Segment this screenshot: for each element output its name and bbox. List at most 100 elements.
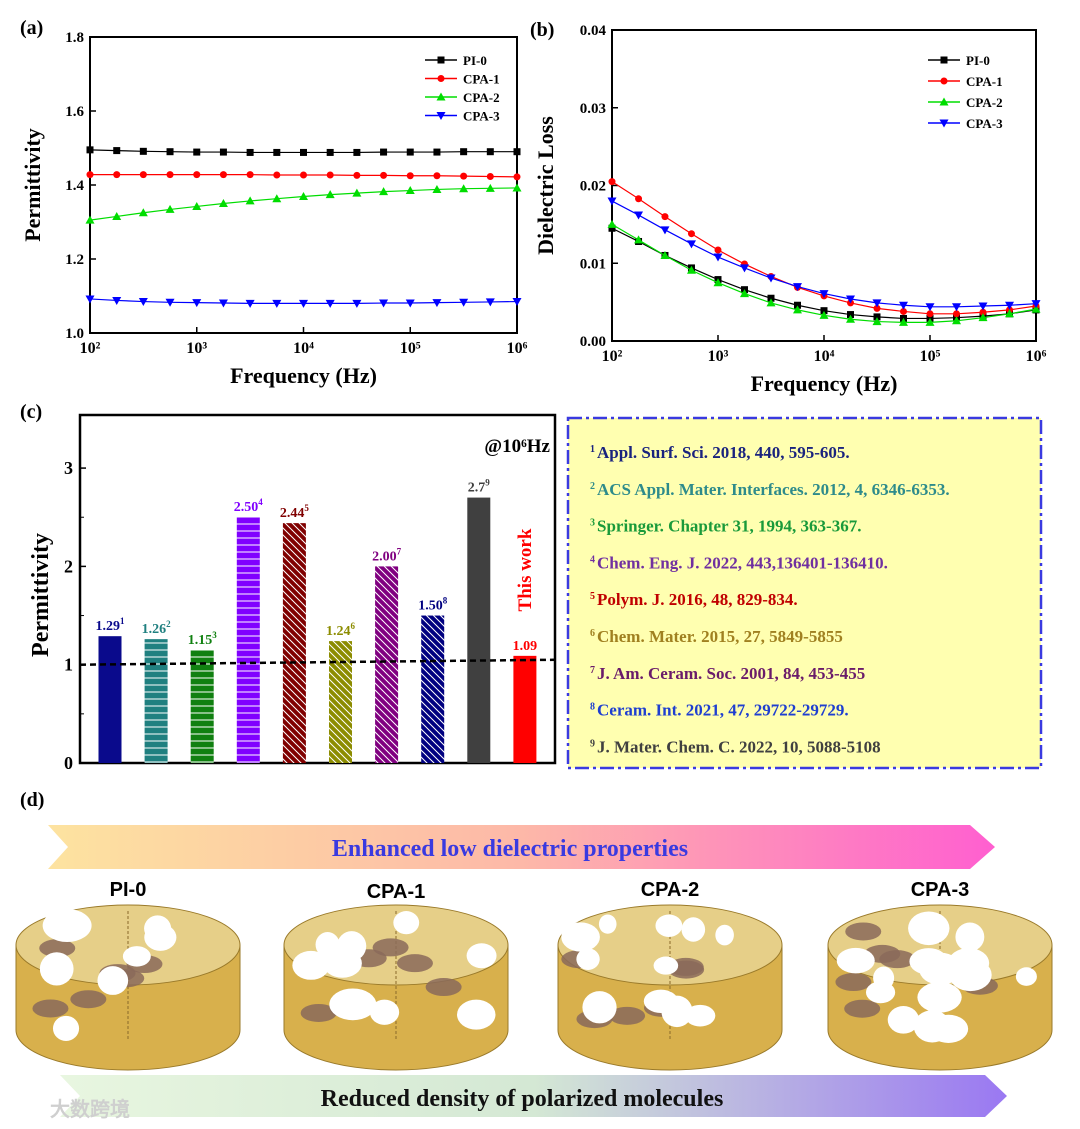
bar [467,497,491,763]
marker-triangle-down [766,274,776,283]
marker-triangle-up [512,183,522,192]
marker-square [608,224,616,232]
pore [955,922,985,952]
chart-c-permittivity-comparison: 0 1 2 3 Permittivity @10⁶Hz 1.291 1.262 1.153 2.5… [28,413,557,773]
marker-square [193,148,201,156]
marker-triangle-down [192,299,202,308]
marker-triangle-down [352,299,362,308]
marker-circle [380,171,388,179]
marker-square [486,148,494,156]
legend-item-cpa-3: CPA-3 [928,116,1003,131]
marker-triangle-up [766,298,776,307]
bar [513,655,537,763]
marker-triangle-down [713,253,723,262]
marker-square [847,311,855,319]
pore [369,999,400,1025]
reference-item: 3 Springer. Chapter 31, 1994, 363-367. [590,517,861,536]
y-tick-label: 0.00 [580,334,606,350]
pore [865,981,896,1004]
reference-item: 5 Polym. J. 2016, 48, 829-834. [590,590,798,609]
panel-label-c: (c) [20,401,42,423]
marker-triangle-down [245,299,255,308]
marker-circle [979,308,987,316]
reference-item: 8 Ceram. Int. 2021, 47, 29722-29729. [590,701,849,720]
pore [323,948,362,978]
panel-label-a: (a) [20,17,43,39]
x-tick-label: 10² [80,340,101,357]
x-tick-label: 10³ [186,340,207,357]
legend-label: CPA-2 [966,95,1003,110]
references-box: 1 Appl. Surf. Sci. 2018, 440, 595-605. 2 AC… [566,416,1043,770]
marker-triangle-up [299,191,308,200]
bar-value-label: 1.262 [142,619,172,637]
legend-item-cpa-2: CPA-2 [425,90,500,105]
bar-group: 1.153 [188,630,217,763]
marker-triangle-up [325,190,335,199]
marker-triangle-down [686,240,696,249]
sample-label: CPA-1 [367,881,426,903]
y-tick-label: 1.0 [65,326,84,342]
sample-label: PI-0 [110,879,147,901]
marker-triangle-down [925,303,935,312]
pore [144,923,177,951]
bar [421,615,445,763]
y-tick-label: 3 [64,458,73,478]
marker-triangle-up [245,196,255,205]
bottom-arrow-text: Reduced density of polarized molecules [321,1086,724,1112]
marker-triangle-down [952,303,961,312]
series-cpa-2 [607,219,1041,326]
plot-frame [89,36,518,334]
marker-circle [899,307,907,315]
marker-square [433,148,441,156]
bar-group: 1.09 [513,639,537,763]
marker-triangle-up [436,92,446,101]
pore [887,1006,920,1034]
bar [98,636,122,763]
marker-square [406,148,414,156]
bar [329,641,352,763]
marker-circle [273,171,281,179]
panel-label-d: (d) [20,789,44,811]
marker-triangle-up [272,194,282,203]
marker-triangle-down [432,299,442,308]
marker-square [513,148,521,156]
reference-item: 7 J. Am. Ceram. Soc. 2001, 84, 453-455 [590,664,865,683]
bar-group: 1.508 [418,596,448,763]
marker-triangle-up [192,201,202,210]
marker-triangle-up [792,305,802,314]
marker-square [767,294,775,302]
x-tick-label: 10⁵ [400,340,421,357]
reference-item: 9 J. Mater. Chem. C. 2022, 10, 5088-5108 [590,737,881,756]
marker-triangle-up [634,235,644,244]
marker-circle [86,171,94,179]
panel-d-schematic: Enhanced low dielectric properties Reduc… [15,825,1053,1117]
marker-square [139,147,147,155]
y-axis-label: Permittivity [20,128,45,242]
y-tick-label: 1 [64,655,73,675]
marker-triangle-up [138,208,148,217]
legend-item-pi-0: PI-0 [928,53,990,68]
series-cpa-3 [85,295,522,308]
legend-label: PI-0 [463,53,487,68]
polar-molecule [372,938,409,957]
marker-triangle-up [686,265,696,274]
marker-triangle-down [978,302,988,311]
marker-square [300,148,307,156]
marker-circle [300,171,307,179]
top-arrow-text: Enhanced low dielectric properties [332,836,688,862]
pore [684,1004,716,1027]
legend-label: PI-0 [966,53,990,68]
marker-square [166,148,174,156]
pore [457,999,496,1030]
series-cpa-3 [607,197,1041,312]
marker-triangle-down [1005,301,1014,310]
marker-triangle-up [459,184,469,193]
marker-triangle-up [165,204,175,213]
marker-circle [437,75,445,82]
pore [582,991,617,1024]
y-tick-label: 1.8 [65,30,84,46]
polar-molecule [609,1006,646,1025]
marker-square [380,148,388,156]
marker-triangle-up [978,313,988,322]
reference-dashed-line [79,658,556,666]
